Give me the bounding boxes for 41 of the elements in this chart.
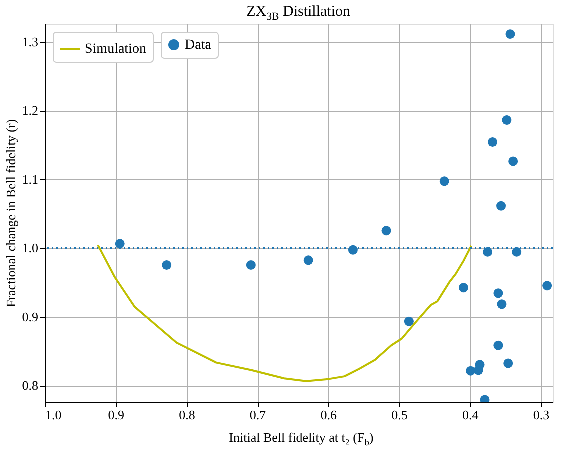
point xyxy=(440,176,450,186)
x-tick-label: 0.9 xyxy=(108,408,124,422)
legend-label: Simulation xyxy=(85,42,146,57)
point xyxy=(508,156,518,166)
y-tick-label: 1.2 xyxy=(22,103,38,118)
y-tick-label: 0.9 xyxy=(22,309,38,324)
x-tick-label: 0.4 xyxy=(462,408,480,422)
x-tick-label: 1.0 xyxy=(46,408,62,422)
point xyxy=(382,226,392,236)
point xyxy=(483,247,493,257)
y-axis-title: Fractional change in Bell fidelity (r) xyxy=(3,119,18,308)
x-tick-label: 0.3 xyxy=(533,408,550,422)
x-tick-label: 0.7 xyxy=(250,408,267,422)
line-series xyxy=(97,244,473,382)
point xyxy=(466,366,476,376)
point xyxy=(506,30,516,40)
x-tick-label: 0.5 xyxy=(392,408,408,422)
legend-label: Data xyxy=(185,38,212,53)
point xyxy=(494,340,504,350)
point xyxy=(475,360,485,370)
x-tick-label: 0.8 xyxy=(179,408,196,422)
y-tick-label: 1.1 xyxy=(22,172,38,187)
point xyxy=(504,358,514,368)
point xyxy=(502,115,512,125)
point xyxy=(512,247,522,257)
point xyxy=(162,260,172,270)
y-tick-label: 1.3 xyxy=(22,34,38,50)
point xyxy=(404,316,414,326)
point xyxy=(488,137,498,147)
point xyxy=(542,281,552,291)
point xyxy=(494,288,504,298)
y-tick-label: 0.8 xyxy=(22,378,38,394)
y-tick-label: 1.0 xyxy=(22,240,38,256)
point xyxy=(348,245,358,255)
x-tick-label: 0.6 xyxy=(320,408,338,422)
point xyxy=(304,256,314,266)
point xyxy=(458,283,468,293)
point xyxy=(497,300,507,310)
point xyxy=(496,201,506,211)
point xyxy=(246,260,256,270)
point xyxy=(115,239,125,249)
